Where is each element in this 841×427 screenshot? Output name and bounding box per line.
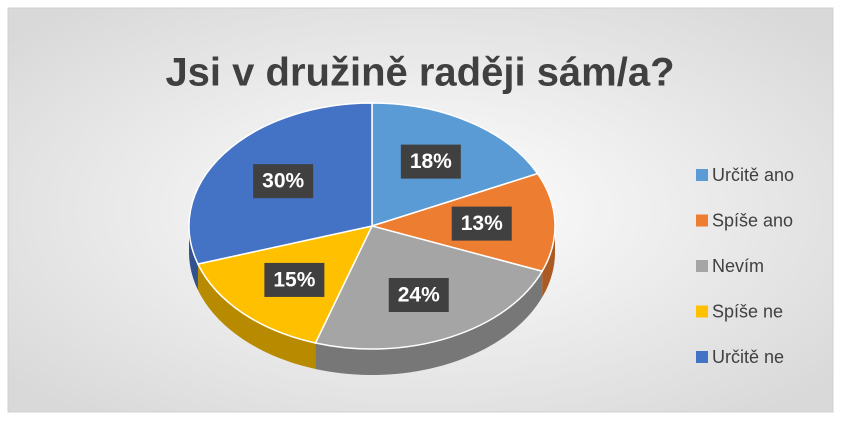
- pie-slice-side: [189, 226, 198, 291]
- data-label-box: [451, 206, 512, 241]
- legend-label: Spíše ano: [712, 210, 793, 230]
- data-label: 24%: [398, 284, 440, 307]
- data-label: 15%: [273, 268, 315, 291]
- chart-title: Jsi v družině raději sám/a?: [165, 51, 674, 95]
- legend-label: Nevím: [712, 256, 764, 276]
- pie-slice-side: [197, 264, 316, 369]
- data-label-box: [264, 262, 325, 297]
- data-label: 30%: [262, 170, 304, 193]
- data-label: 18%: [410, 150, 452, 173]
- legend-swatch: [696, 351, 708, 363]
- data-label-box: [388, 278, 449, 313]
- data-label-box: [400, 144, 461, 179]
- data-label-box: [253, 164, 314, 199]
- legend-swatch: [696, 260, 708, 272]
- legend-label: Určitě ano: [712, 165, 794, 185]
- pie-slice-side: [542, 226, 555, 298]
- legend-label: Určitě ne: [712, 347, 784, 367]
- legend-swatch: [696, 305, 708, 318]
- legend-swatch: [696, 214, 708, 227]
- data-label: 13%: [461, 212, 503, 235]
- legend-label: Spíše ne: [712, 301, 783, 321]
- legend-swatch: [696, 169, 708, 181]
